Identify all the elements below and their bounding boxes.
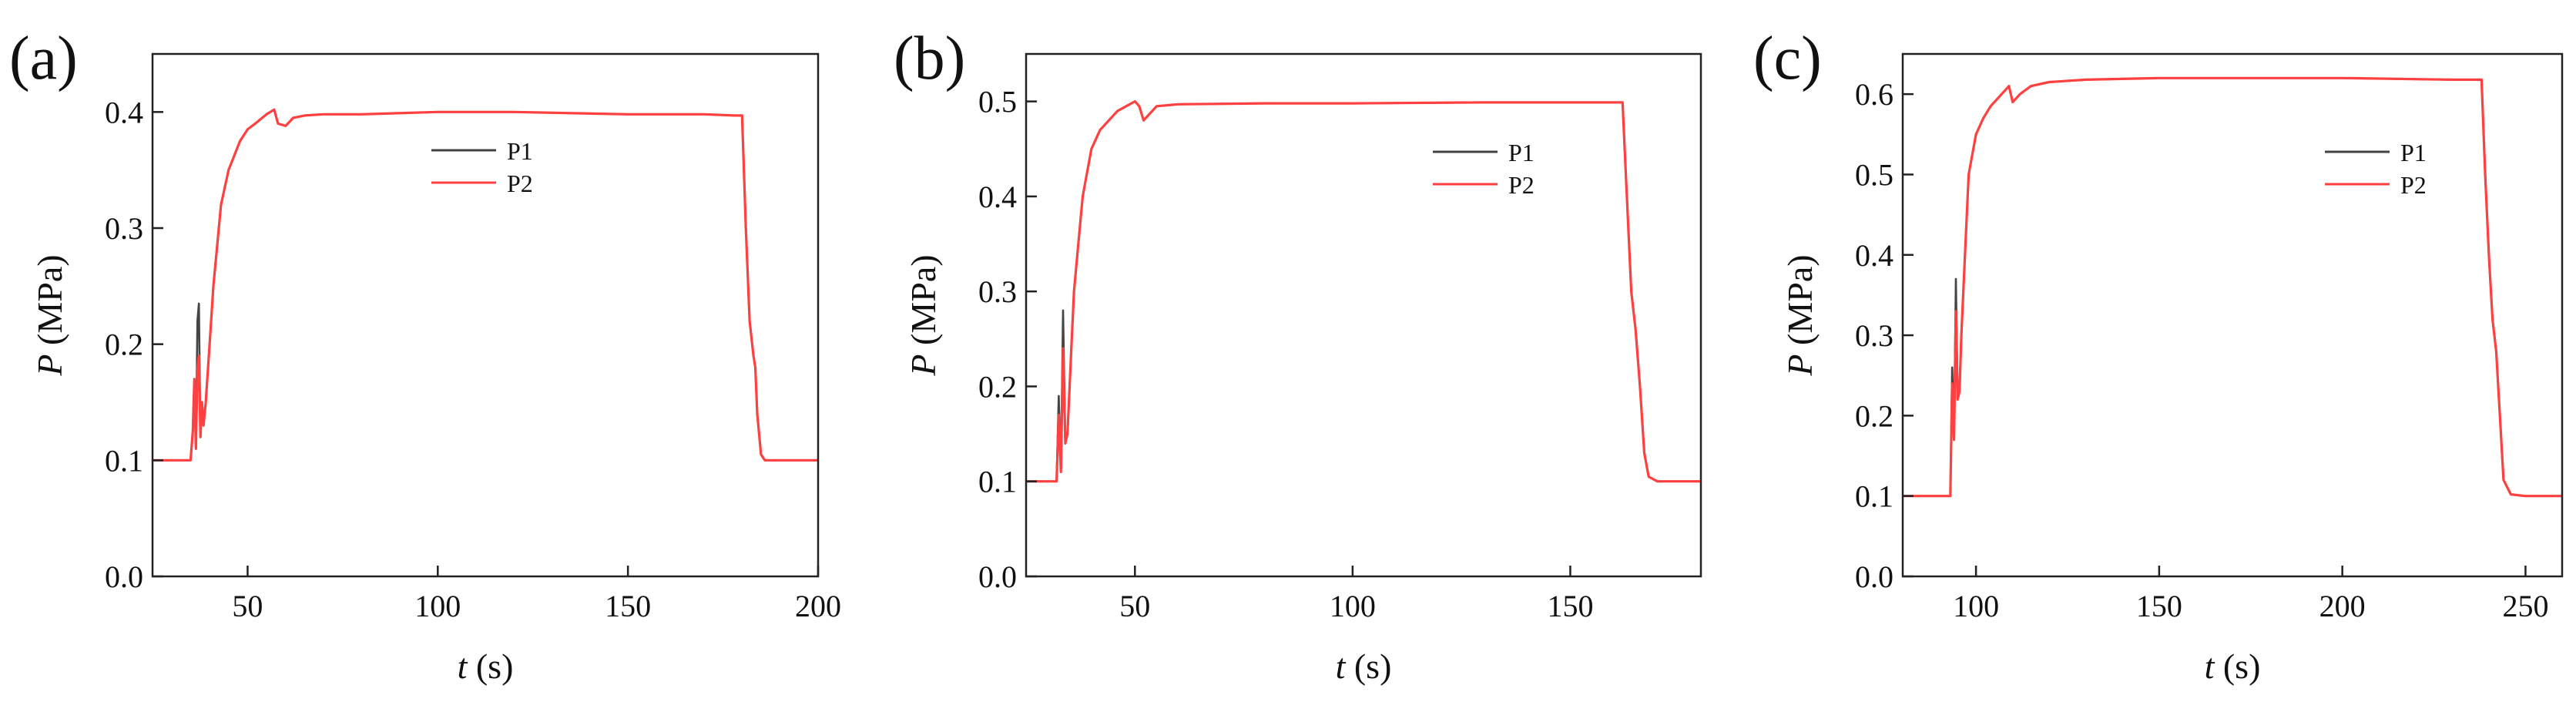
x-axis-label: t (s) bbox=[1336, 647, 1392, 686]
x-tick-label: 50 bbox=[1119, 589, 1150, 623]
series-line-p2 bbox=[153, 108, 818, 462]
y-tick-label: 0.5 bbox=[1855, 157, 1893, 192]
y-tick-label: 0.3 bbox=[105, 211, 143, 246]
y-axis-label: P (MPa) bbox=[30, 254, 69, 376]
legend-label-p2: P2 bbox=[507, 170, 533, 197]
legend-label-p2: P2 bbox=[2400, 171, 2427, 199]
x-tick-label: 100 bbox=[1330, 589, 1376, 623]
y-tick-label: 0.3 bbox=[1855, 318, 1893, 353]
series-line-p1 bbox=[153, 109, 818, 462]
x-tick-label: 150 bbox=[1547, 589, 1593, 623]
x-tick-label: 150 bbox=[605, 589, 651, 623]
y-tick-label: 0.4 bbox=[1855, 238, 1893, 273]
panel-label: (c) bbox=[1753, 25, 1822, 92]
series-line-p1 bbox=[1903, 77, 2562, 498]
panel-2: 0.0 0.1 0.2 0.3 0.4 0.5 50 100 150 (b) t (s) P (MPa… bbox=[894, 25, 1702, 686]
x-tick-label: 250 bbox=[2502, 589, 2548, 623]
y-tick-label: 0.0 bbox=[105, 559, 143, 594]
x-tick-label: 100 bbox=[414, 589, 461, 623]
plot-frame bbox=[1901, 52, 2564, 578]
y-axis-label: P (MPa) bbox=[1780, 254, 1820, 376]
y-tick-label: 0.2 bbox=[978, 369, 1017, 404]
y-tick-label: 0.5 bbox=[978, 85, 1017, 119]
series-line-p2 bbox=[1903, 76, 2562, 498]
y-tick-label: 0.2 bbox=[1855, 398, 1893, 433]
panel-label: (b) bbox=[894, 25, 965, 92]
y-tick-label: 0.0 bbox=[1855, 559, 1893, 594]
panel-3: 0.0 0.1 0.2 0.3 0.4 0.5 0.6 100 150 200 250 (c) t (s… bbox=[1753, 25, 2564, 686]
y-tick-label: 0.4 bbox=[978, 180, 1017, 214]
panel-1: 0.0 0.1 0.2 0.3 0.4 50 100 150 200 (a) t (s) P (MPa… bbox=[9, 25, 841, 686]
y-tick-label: 0.6 bbox=[1855, 77, 1893, 112]
legend-label-p1: P1 bbox=[507, 137, 533, 165]
legend-label-p1: P1 bbox=[1508, 139, 1535, 166]
y-tick-label: 0.1 bbox=[105, 443, 143, 478]
x-tick-label: 50 bbox=[232, 589, 263, 623]
y-axis-label: P (MPa) bbox=[904, 254, 943, 376]
plot-frame bbox=[151, 52, 820, 578]
y-tick-label: 0.3 bbox=[978, 274, 1017, 309]
legend-label-p1: P1 bbox=[2400, 139, 2427, 166]
x-tick-label: 200 bbox=[795, 589, 841, 623]
x-axis-label: t (s) bbox=[2205, 647, 2261, 686]
plot-frame bbox=[1025, 52, 1702, 578]
y-tick-label: 0.2 bbox=[105, 327, 143, 362]
legend-label-p2: P2 bbox=[1508, 171, 1535, 199]
series-line-p1 bbox=[1026, 100, 1701, 483]
panel-label: (a) bbox=[9, 25, 78, 92]
y-tick-label: 0.1 bbox=[978, 465, 1017, 499]
x-axis-label: t (s) bbox=[458, 647, 514, 686]
series-line-p2 bbox=[1026, 100, 1701, 483]
y-tick-label: 0.4 bbox=[105, 95, 143, 129]
x-tick-label: 200 bbox=[2319, 589, 2366, 623]
x-tick-label: 100 bbox=[1953, 589, 1999, 623]
y-tick-label: 0.1 bbox=[1855, 479, 1893, 514]
x-tick-label: 150 bbox=[2136, 589, 2182, 623]
y-tick-label: 0.0 bbox=[978, 559, 1017, 594]
